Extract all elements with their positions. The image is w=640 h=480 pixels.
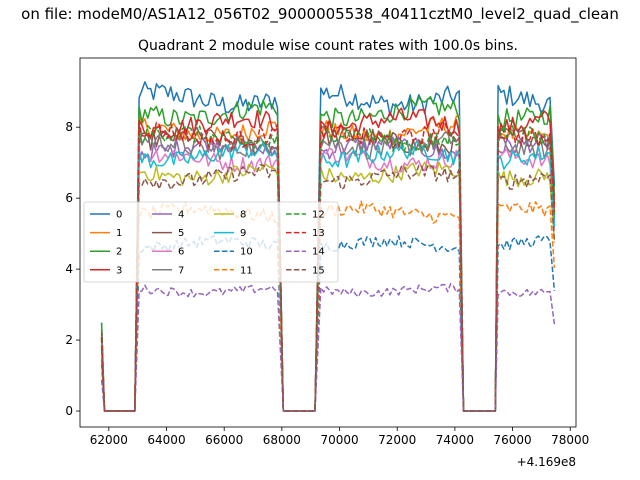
plot-frame	[79, 57, 577, 428]
legend-label-13: 13	[312, 228, 325, 239]
legend-label-7: 7	[178, 265, 184, 276]
y-tick-label: 8	[65, 120, 73, 134]
legend-label-11: 11	[240, 265, 253, 276]
legend-label-0: 0	[116, 210, 122, 221]
x-tick-label: 70000	[320, 433, 358, 447]
x-axis: 62000 64000 66000 68000 70000 72000 74000 76000…	[90, 427, 589, 447]
figure-suptitle: on file: modeM0/AS1A12_056T02_9000005538…	[21, 5, 619, 24]
x-tick-label: 62000	[90, 433, 128, 447]
legend-label-12: 12	[312, 210, 325, 221]
legend-label-1: 1	[116, 228, 122, 239]
chart-title: Quadrant 2 module wise count rates with …	[138, 38, 518, 54]
y-tick-label: 2	[65, 333, 73, 347]
legend-label-9: 9	[240, 228, 246, 239]
x-axis-offset-label: +4.169e8	[517, 455, 576, 469]
series-line-15	[100, 164, 556, 412]
legend-label-2: 2	[116, 247, 122, 258]
legend-label-10: 10	[240, 247, 253, 258]
x-tick-label: 72000	[378, 433, 416, 447]
x-tick-label: 76000	[493, 433, 531, 447]
legend-label-5: 5	[178, 228, 184, 239]
legend-label-6: 6	[178, 247, 184, 258]
x-tick-label: 68000	[263, 433, 301, 447]
series-line-13	[100, 120, 556, 412]
y-tick-label: 0	[65, 404, 73, 418]
legend-label-3: 3	[116, 265, 122, 276]
legend-label-8: 8	[240, 210, 246, 221]
legend-label-4: 4	[178, 210, 184, 221]
y-axis: 0 2 4 6 8	[65, 120, 80, 418]
y-tick-label: 4	[65, 262, 73, 276]
x-tick-label: 74000	[436, 433, 474, 447]
legend-label-14: 14	[312, 247, 325, 258]
legend-label-15: 15	[312, 265, 325, 276]
x-tick-label: 78000	[551, 433, 589, 447]
x-tick-label: 64000	[147, 433, 185, 447]
series-line-12	[100, 124, 556, 412]
y-tick-label: 6	[65, 191, 73, 205]
x-tick-label: 66000	[205, 433, 243, 447]
legend-frame	[83, 201, 339, 283]
